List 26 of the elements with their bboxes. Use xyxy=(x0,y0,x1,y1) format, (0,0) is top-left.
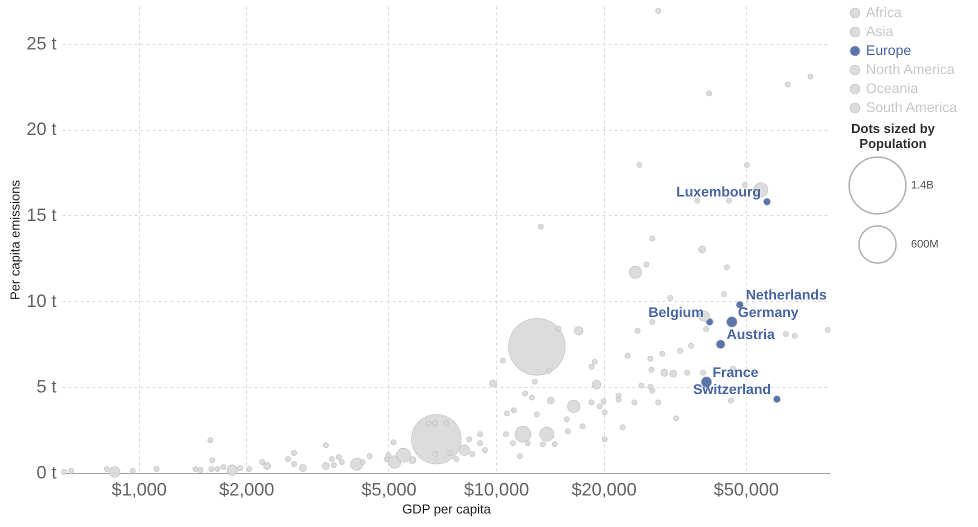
annotation: Belgium xyxy=(648,304,704,320)
annotation: Germany xyxy=(738,304,799,320)
x-tick-label: $10,000 xyxy=(464,480,530,500)
x-tick-label: $20,000 xyxy=(572,480,637,500)
x-tick-label: $5,000 xyxy=(361,480,417,500)
y-tick-label: 5 t xyxy=(36,376,56,397)
annotation: Austria xyxy=(726,326,776,342)
legend-label: Europe xyxy=(866,42,912,58)
x-tick-label: $50,000 xyxy=(714,480,779,500)
x-tick-label: $2,000 xyxy=(219,480,274,500)
text: Dots sized by xyxy=(851,121,936,136)
x-axis-title: GDP per capita xyxy=(402,502,492,516)
annotation: Luxembourg xyxy=(676,184,761,200)
y-tick-label: 0 t xyxy=(36,462,56,482)
annotation: Switzerland xyxy=(693,381,771,398)
legend-label: 1.4B xyxy=(911,180,934,192)
legend-label: 600M xyxy=(911,238,939,250)
annotation: Netherlands xyxy=(746,286,827,303)
y-tick-label: 15 t xyxy=(26,204,56,225)
y-tick-label: 25 t xyxy=(26,33,56,54)
y-tick-label: 10 t xyxy=(26,290,56,311)
y-axis-title: Per capita emissions xyxy=(7,180,22,300)
x-tick-label: $1,000 xyxy=(112,480,167,500)
y-tick-label: 20 t xyxy=(26,119,56,140)
legend-title: Population xyxy=(859,136,927,151)
annotation: France xyxy=(712,364,759,380)
